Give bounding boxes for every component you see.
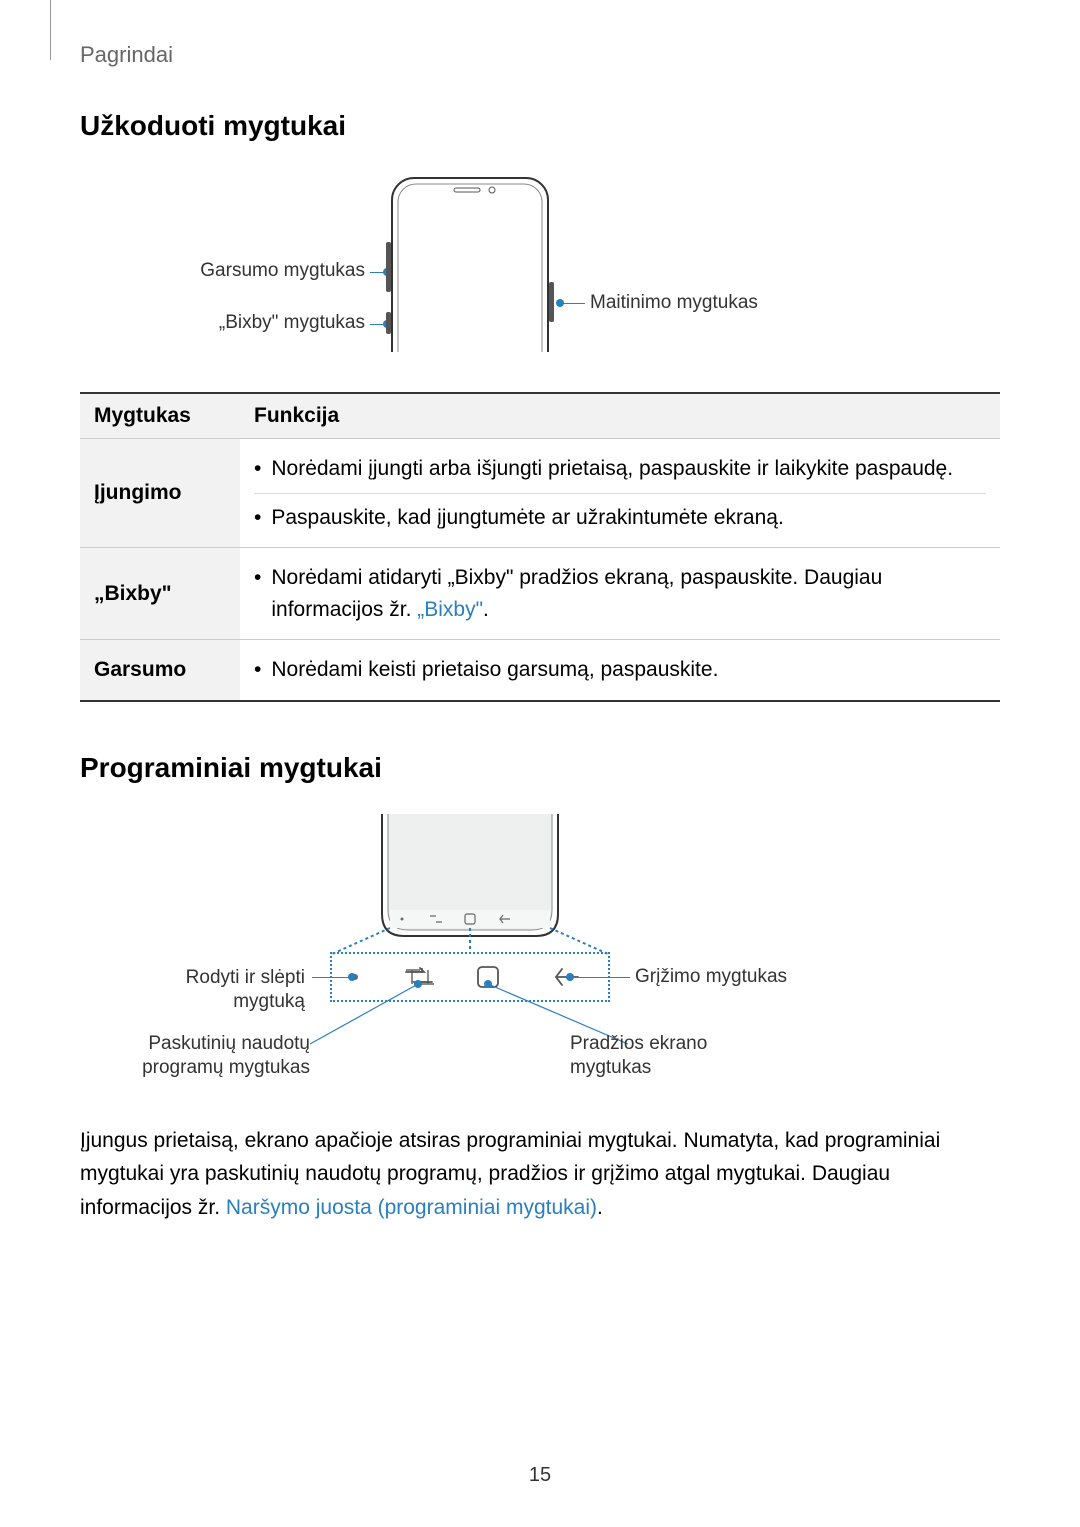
table-header-row: Mygtukas Funkcija <box>80 393 1000 439</box>
cell-function: • Norėdami įjungti arba išjungti prietai… <box>240 439 1000 548</box>
function-table: Mygtukas Funkcija Įjungimo • Norėdami įj… <box>80 392 1000 702</box>
callout-dot <box>566 973 574 981</box>
callout-back-label: Grįžimo mygtukas <box>635 966 787 988</box>
page-margin-line <box>50 0 51 60</box>
callout-volume-label: Garsumo mygtukas <box>135 260 365 282</box>
section1-heading: Užkoduoti mygtukai <box>80 110 1000 142</box>
callout-line <box>570 977 630 978</box>
link-navbar[interactable]: Naršymo juosta (programiniai mygtukai) <box>226 1196 597 1219</box>
text-pre: Norėdami atidaryti „Bixby" pradžios ekra… <box>271 566 882 621</box>
table-row: Garsumo • Norėdami keisti prietaiso gars… <box>80 640 1000 701</box>
bullet-marker: • <box>254 453 261 485</box>
bullet-text: Norėdami atidaryti „Bixby" pradžios ekra… <box>271 562 986 625</box>
callout-recents-label: Paskutinių naudotų programų mygtukas <box>130 1032 310 1081</box>
th-function: Funkcija <box>240 393 1000 439</box>
bullet-marker: • <box>254 654 261 686</box>
link-bixby[interactable]: „Bixby" <box>417 598 483 621</box>
para-text-post: . <box>597 1196 603 1219</box>
bullet-text: Norėdami keisti prietaiso garsumą, paspa… <box>271 654 718 686</box>
cell-function: • Norėdami atidaryti „Bixby" pradžios ek… <box>240 548 1000 640</box>
page-number: 15 <box>0 1464 1080 1487</box>
cell-button-name: Garsumo <box>80 640 240 701</box>
callout-power-label: Maitinimo mygtukas <box>590 292 758 314</box>
text-post: . <box>483 598 489 621</box>
bullet-text: Norėdami įjungti arba išjungti prietaisą… <box>271 453 953 485</box>
bullet-text: Paspauskite, kad įjungtumėte ar užrakint… <box>271 502 783 534</box>
bullet-marker: • <box>254 502 261 534</box>
section2-heading: Programiniai mygtukai <box>80 752 1000 784</box>
diagram-phone-bottom: Rodyti ir slėpti mygtuką Paskutinių naud… <box>80 814 1000 1104</box>
callout-home-label: Pradžios ekrano mygtukas <box>570 1032 750 1081</box>
paragraph: Įjungus prietaisą, ekrano apačioje atsir… <box>80 1124 1000 1225</box>
bullet-marker: • <box>254 562 261 625</box>
cell-button-name: Įjungimo <box>80 439 240 548</box>
table-row: „Bixby" • Norėdami atidaryti „Bixby" pra… <box>80 548 1000 640</box>
th-button: Mygtukas <box>80 393 240 439</box>
phone-top-illustration <box>380 172 560 352</box>
main-content: Užkoduoti mygtukai Garsumo mygtukas „Bix… <box>80 110 1000 1224</box>
table-row: Įjungimo • Norėdami įjungti arba išjungt… <box>80 439 1000 548</box>
cell-function: • Norėdami keisti prietaiso garsumą, pas… <box>240 640 1000 701</box>
cell-button-name: „Bixby" <box>80 548 240 640</box>
callout-bixby-label: „Bixby" mygtukas <box>165 312 365 334</box>
diagram-phone-top: Garsumo mygtukas „Bixby" mygtukas Maitin… <box>80 172 1000 372</box>
breadcrumb: Pagrindai <box>80 42 173 68</box>
